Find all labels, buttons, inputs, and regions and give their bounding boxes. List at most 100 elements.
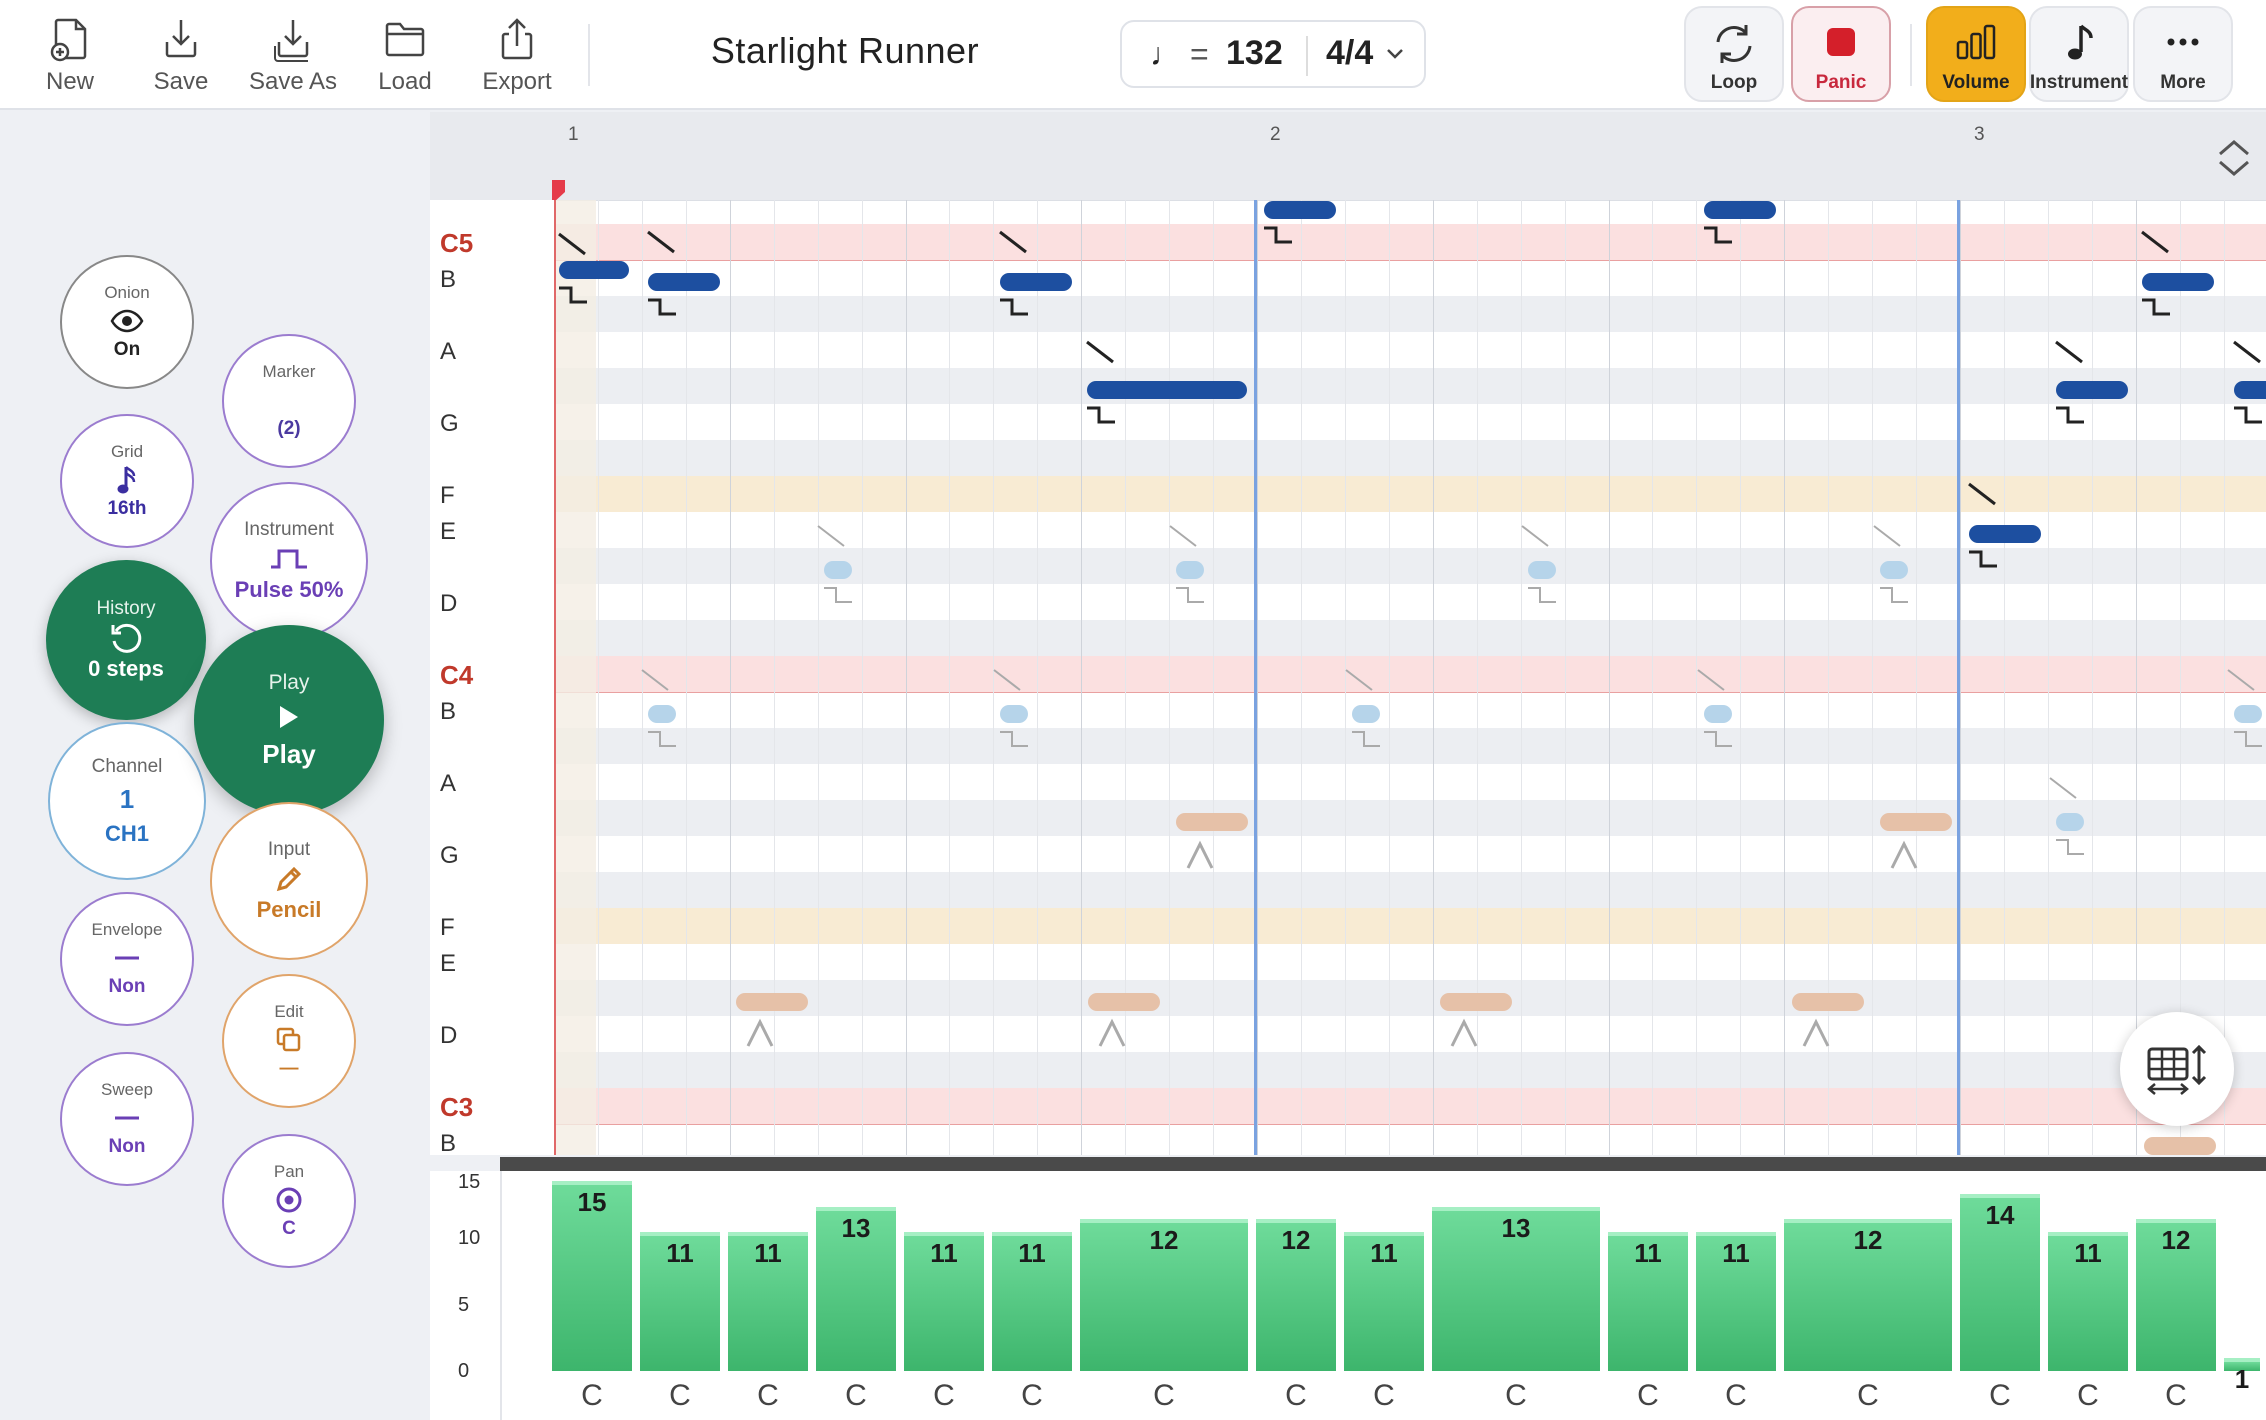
note-block[interactable] <box>824 561 852 579</box>
velocity-bar[interactable] <box>640 1232 720 1371</box>
note-block[interactable] <box>1528 561 1556 579</box>
velocity-bar[interactable] <box>904 1232 984 1371</box>
load-button[interactable]: Load <box>355 12 455 102</box>
velocity-bar[interactable] <box>2048 1232 2128 1371</box>
channel-button[interactable]: Channel 1 CH1 <box>48 722 206 880</box>
instrument-circle-label: Instrument <box>244 519 334 540</box>
velocity-bar[interactable] <box>1256 1219 1336 1371</box>
volume-button[interactable]: Volume <box>1926 6 2026 102</box>
song-title[interactable]: Starlight Runner <box>710 30 980 71</box>
onion-button[interactable]: Onion On <box>60 255 194 389</box>
play-button[interactable]: Play Play <box>194 625 384 815</box>
note-block[interactable] <box>1000 705 1028 723</box>
velocity-bar[interactable] <box>1696 1232 1776 1371</box>
piano-roll-grid[interactable] <box>554 200 2266 1155</box>
grid-lines <box>598 200 2225 1155</box>
slide-mark <box>1968 482 1996 506</box>
velocity-bar[interactable] <box>1608 1232 1688 1371</box>
copy-icon <box>275 1022 303 1058</box>
new-button[interactable]: New <box>20 12 120 102</box>
note-block[interactable] <box>1792 993 1864 1011</box>
velocity-tick: 10 <box>458 1227 481 1249</box>
dash-icon <box>114 940 140 976</box>
note-block[interactable] <box>1176 813 1248 831</box>
note-block[interactable] <box>1704 201 1776 219</box>
pitch-label: B <box>440 266 457 293</box>
instrument-button[interactable]: Instrument <box>2029 6 2129 102</box>
note-block[interactable] <box>1880 813 1952 831</box>
expand-collapse-icon[interactable] <box>2214 136 2254 180</box>
panic-button[interactable]: Panic <box>1791 6 1891 102</box>
note-block[interactable] <box>2142 273 2214 291</box>
export-button[interactable]: Export <box>467 12 567 102</box>
velocity-bar[interactable] <box>2224 1358 2260 1371</box>
note-block[interactable] <box>2056 381 2128 399</box>
velocity-value: 13 <box>1501 1213 1531 1243</box>
step-mark <box>1704 731 1732 747</box>
envelope-label: Envelope <box>91 920 163 939</box>
note-block[interactable] <box>1087 381 1247 399</box>
grid-value: 16th <box>107 498 147 519</box>
note-block[interactable] <box>1352 705 1380 723</box>
pan-button[interactable]: Pan C <box>222 1134 356 1268</box>
pitch-label: E <box>440 518 457 545</box>
slide-mark <box>641 669 669 691</box>
grid-button[interactable]: Grid 16th <box>60 414 194 548</box>
velocity-bar[interactable] <box>552 1181 632 1371</box>
sweep-label: Sweep <box>101 1080 153 1099</box>
note-block[interactable] <box>1000 273 1072 291</box>
note-block[interactable] <box>2234 381 2266 399</box>
more-button[interactable]: More <box>2133 6 2233 102</box>
note-block[interactable] <box>1880 561 1908 579</box>
velocity-bar[interactable] <box>728 1232 808 1371</box>
velocity-panel[interactable]: 15 10 5 0 15 C 11 C 11 C 13 C 11 C 11 C 12 C 12 C 11 C 13 C… <box>430 1171 2266 1420</box>
velocity-bar[interactable] <box>1080 1219 1248 1371</box>
step-mark <box>1000 298 1028 316</box>
fit-grid-button[interactable] <box>2120 1012 2234 1126</box>
play-label: Play <box>268 670 310 694</box>
marker-button[interactable]: Marker (2) <box>222 334 356 468</box>
note-block[interactable] <box>2144 1137 2216 1155</box>
accent-mark <box>1098 1018 1126 1047</box>
playhead-marker[interactable] <box>550 180 566 212</box>
slide-mark <box>2049 777 2077 799</box>
note-block[interactable] <box>2056 813 2084 831</box>
velocity-bar[interactable] <box>2136 1219 2216 1371</box>
velocity-bar[interactable] <box>1344 1232 1424 1371</box>
note-block[interactable] <box>648 273 720 291</box>
pulse-wave-icon <box>269 541 309 577</box>
note-block[interactable] <box>1176 561 1204 579</box>
instrument-circle-button[interactable]: Instrument Pulse 50% <box>210 482 368 640</box>
note-block[interactable] <box>648 705 676 723</box>
velocity-bar[interactable] <box>1784 1219 1952 1371</box>
note-block[interactable] <box>2234 705 2262 723</box>
velocity-bar[interactable] <box>1432 1207 1600 1371</box>
note-block[interactable] <box>1704 705 1732 723</box>
velocity-bar[interactable] <box>816 1207 896 1371</box>
velocity-bar[interactable] <box>992 1232 1072 1371</box>
tempo-selector[interactable]: ♩ = 132 4/4 <box>1120 20 1426 88</box>
velocity-bar[interactable] <box>1960 1194 2040 1371</box>
save-label: Save <box>153 68 209 95</box>
bar-number: 2 <box>1270 124 1281 145</box>
note-block[interactable] <box>736 993 808 1011</box>
input-button[interactable]: Input Pencil <box>210 802 368 960</box>
marker-value: (2) <box>277 418 301 439</box>
velocity-separator[interactable] <box>500 1157 2266 1171</box>
envelope-button[interactable]: Envelope Non <box>60 892 194 1026</box>
history-button[interactable]: History 0 steps <box>46 560 206 720</box>
edit-button[interactable]: Edit — <box>222 974 356 1108</box>
note-block[interactable] <box>559 261 629 279</box>
note-block[interactable] <box>1088 993 1160 1011</box>
grid-rows <box>554 224 2266 1125</box>
note-block[interactable] <box>1969 525 2041 543</box>
loop-button[interactable]: Loop <box>1684 6 1784 102</box>
save-as-button[interactable]: Save As <box>243 12 343 102</box>
volume-label: Volume <box>1942 72 2010 93</box>
save-button[interactable]: Save <box>131 12 231 102</box>
note-block[interactable] <box>1440 993 1512 1011</box>
sweep-button[interactable]: Sweep Non <box>60 1052 194 1186</box>
velocity-tick: 5 <box>458 1294 470 1316</box>
timeline-ruler[interactable]: 1 2 3 <box>430 112 2266 204</box>
note-block[interactable] <box>1264 201 1336 219</box>
